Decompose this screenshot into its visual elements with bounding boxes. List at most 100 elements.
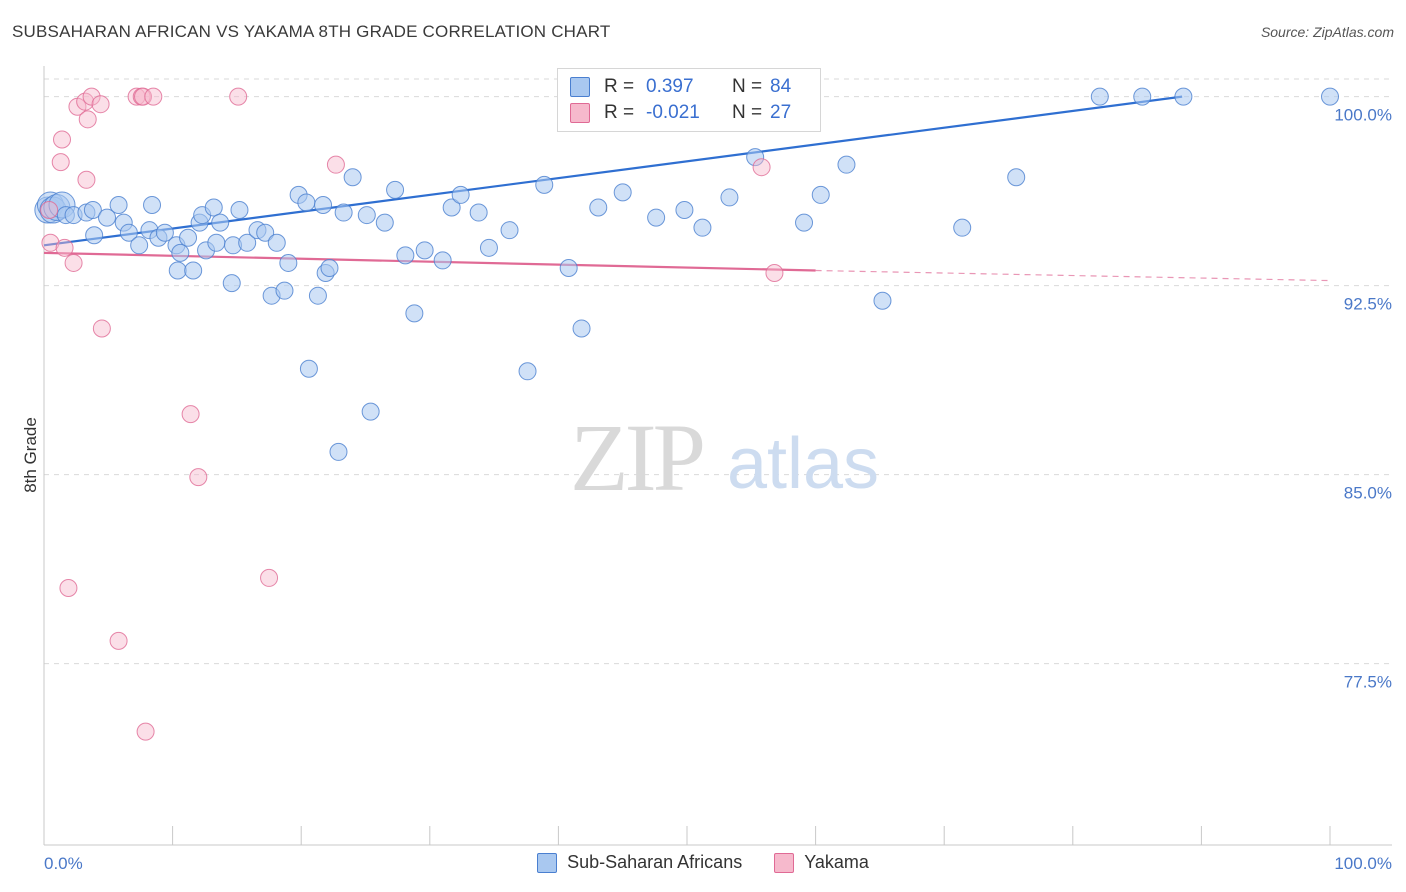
blue-point [155,223,174,242]
blue-point [267,233,286,252]
blue-point [442,198,461,217]
pink-point [765,264,784,283]
blue-point [1133,87,1152,106]
watermark-atlas: atlas [727,424,879,504]
pink-point [59,578,78,597]
y-tick-label: 100.0% [1334,106,1392,125]
pink-point [134,87,153,106]
legend-r-label: R = [604,102,635,123]
blue-point [238,233,257,252]
blue-point [693,218,712,237]
blue-point [675,201,694,220]
blue-point [357,206,376,225]
legend-r-value: 0.397 [646,76,694,97]
y-tick-label: 92.5% [1344,295,1392,314]
blue-point [211,213,230,232]
blue-point [329,442,348,461]
pink-point [109,631,128,650]
blue-point [204,198,223,217]
pink-point [229,87,248,106]
blue-point [479,238,498,257]
blue-point [230,201,249,220]
pink-point [40,201,59,220]
blue-point [451,185,470,204]
pink-point [53,130,72,149]
pink-point [752,158,771,177]
blue-point [873,291,892,310]
series-legend-item-blue[interactable]: Sub-Saharan Africans [537,852,742,873]
blue-point [143,195,162,214]
watermark-zip: ZIP [570,404,703,511]
legend-r-value: -0.021 [646,102,700,123]
pink-point [144,87,163,106]
x-tick-label-end: 100.0% [1334,854,1392,873]
legend-row-pink: R = -0.021 N = 27 [570,101,791,125]
series-legend-item-pink[interactable]: Yakama [774,852,869,873]
blue-point [405,304,424,323]
blue-point [746,148,765,167]
pink-point [64,253,83,272]
x-tick-label-start: 0.0% [44,854,83,873]
blue-point [469,203,488,222]
blue-point [275,281,294,300]
blue-point [837,155,856,174]
pink-point [326,155,345,174]
blue-point [334,203,353,222]
blue-point [1007,168,1026,187]
chart-title: SUBSAHARAN AFRICAN VS YAKAMA 8TH GRADE C… [12,22,611,41]
legend-r-label: R = [604,76,635,97]
pink-point [136,722,155,741]
blue-point [184,261,203,280]
pink-point [41,233,60,252]
blue-point [589,198,608,217]
blue-point [386,180,405,199]
blue-point [500,221,519,240]
points-layer [34,87,1339,741]
blue-point [396,246,415,265]
blue-point [179,228,198,247]
blue-point [1090,87,1109,106]
series-legend-label: Sub-Saharan Africans [567,852,743,872]
pink-point [189,468,208,487]
pink-point [55,238,74,257]
blue-point [171,243,190,262]
pink-point [51,153,70,172]
grid-layer [44,78,1392,665]
y-tick-label: 85.0% [1344,484,1392,503]
legend-n-label: N = [732,102,763,123]
pink-trend-extension [815,269,1331,282]
blue-point [559,258,578,277]
watermark: ZIP atlas [570,404,879,511]
series-legend-label: Yakama [804,852,869,872]
blue-point [168,261,187,280]
axis-layer [43,66,1392,846]
blue-point [795,213,814,232]
pink-point [260,568,279,587]
y-tick-label: 77.5% [1344,673,1392,692]
blue-point [953,218,972,237]
blue-point [109,195,128,214]
blue-point [613,183,632,202]
blue-point [361,402,380,421]
blue-point [222,274,241,293]
blue-point [343,168,362,187]
legend-swatch-blue [570,77,590,97]
stats-legend: R = 0.397 N = 84 R = -0.021 N = 27 [557,68,821,132]
legend-row-blue: R = 0.397 N = 84 [570,75,791,99]
series-swatch-blue [537,852,558,873]
blue-point [320,258,339,277]
blue-point [314,195,333,214]
blue-point [297,193,316,212]
blue-point [1174,87,1193,106]
blue-point [299,359,318,378]
series-swatch-pink [774,852,795,873]
series-legend: Sub-Saharan Africans Yakama [0,852,1406,873]
blue-point [85,226,104,245]
y-axis-label: 8th Grade [21,417,40,493]
blue-point [647,208,666,227]
blue-point [572,319,591,338]
blue-point [433,251,452,270]
pink-point [82,87,101,106]
blue-point [811,185,830,204]
